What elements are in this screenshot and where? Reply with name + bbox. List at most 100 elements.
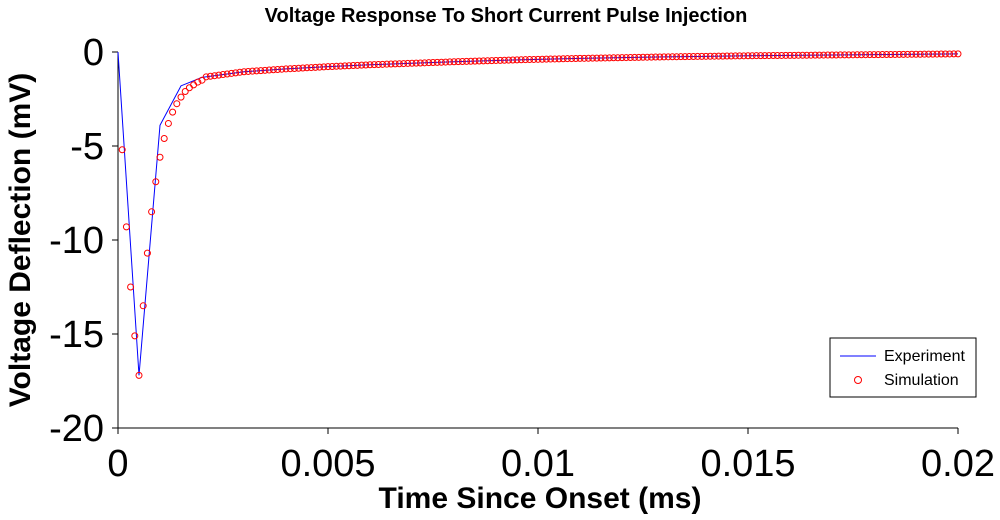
simulation-point (429, 59, 437, 67)
simulation-point (652, 53, 660, 61)
simulation-point (820, 51, 828, 59)
simulation-point (815, 51, 823, 59)
simulation-point (442, 58, 450, 66)
simulation-point (723, 52, 731, 60)
series-simulation (118, 50, 962, 379)
simulation-point (290, 64, 298, 72)
simulation-point (786, 51, 794, 59)
simulation-point (925, 50, 933, 58)
simulation-point (719, 52, 727, 60)
simulation-point (689, 52, 697, 60)
simulation-point (773, 51, 781, 59)
simulation-point (412, 59, 420, 67)
experiment-line (117, 51, 959, 376)
y-tick-label: -20 (49, 408, 104, 450)
simulation-point (568, 55, 576, 63)
simulation-point (295, 64, 303, 72)
simulation-point (223, 70, 231, 78)
simulation-point (358, 61, 366, 69)
simulation-point (274, 65, 282, 73)
simulation-point (303, 64, 311, 72)
simulation-point (824, 51, 832, 59)
simulation-point (811, 51, 819, 59)
simulation-point (656, 53, 664, 61)
simulation-point (769, 52, 777, 60)
x-tick-label: 0.01 (501, 443, 575, 485)
simulation-point (156, 153, 164, 161)
simulation-point (946, 50, 954, 58)
legend-label-experiment: Experiment (884, 348, 965, 365)
simulation-point (899, 50, 907, 58)
simulation-point (895, 50, 903, 58)
simulation-point (727, 52, 735, 60)
simulation-point (492, 56, 500, 64)
simulation-point (866, 51, 874, 59)
simulation-point (265, 66, 273, 74)
simulation-point (643, 53, 651, 61)
x-tick-label: 0.02 (921, 443, 995, 485)
legend-box (829, 337, 977, 398)
legend: Experiment Simulation (829, 337, 977, 398)
simulation-point (803, 51, 811, 59)
simulation-point (122, 223, 130, 231)
simulation-point (941, 50, 949, 58)
simulation-point (790, 51, 798, 59)
simulation-point (891, 50, 899, 58)
simulation-point (185, 84, 193, 92)
simulation-point (362, 61, 370, 69)
simulation-point (248, 67, 256, 75)
x-tick-label: 0.015 (700, 443, 795, 485)
simulation-point (194, 78, 202, 86)
simulation-point (576, 54, 584, 62)
simulation-point (736, 52, 744, 60)
simulation-point (757, 52, 765, 60)
simulation-point (778, 51, 786, 59)
simulation-point (580, 54, 588, 62)
simulation-point (765, 52, 773, 60)
simulation-point (320, 63, 328, 71)
simulation-point (307, 64, 315, 72)
simulation-point (446, 58, 454, 66)
simulation-point (715, 52, 723, 60)
simulation-point (278, 65, 286, 73)
simulation-point (316, 63, 324, 71)
simulation-point (937, 50, 945, 58)
simulation-point (563, 55, 571, 63)
simulation-point (219, 71, 227, 79)
simulation-point (177, 93, 185, 101)
simulation-point (337, 62, 345, 70)
simulation-point (198, 76, 206, 84)
simulation-point (517, 56, 525, 64)
simulation-point (181, 87, 189, 95)
simulation-point (143, 249, 151, 257)
simulation-point (639, 53, 647, 61)
simulation-point (836, 51, 844, 59)
simulation-point (311, 63, 319, 71)
simulation-point (232, 69, 240, 77)
simulation-point (236, 68, 244, 76)
simulation-point (173, 100, 181, 108)
simulation-point (269, 66, 277, 74)
simulation-point (589, 54, 597, 62)
simulation-point (484, 57, 492, 65)
simulation-point (505, 56, 513, 64)
series-experiment (117, 51, 959, 376)
simulation-point (610, 54, 618, 62)
simulation-point (647, 53, 655, 61)
simulation-point (408, 59, 416, 67)
simulation-point (597, 54, 605, 62)
simulation-point (912, 50, 920, 58)
simulation-point (299, 64, 307, 72)
simulation-point (521, 56, 529, 64)
simulation-point (883, 51, 891, 59)
simulation-point (227, 69, 235, 77)
simulation-point (416, 59, 424, 67)
simulation-point (631, 53, 639, 61)
simulation-point (694, 52, 702, 60)
simulation-point (572, 54, 580, 62)
simulation-point (845, 51, 853, 59)
legend-label-simulation: Simulation (884, 372, 959, 389)
simulation-point (807, 51, 815, 59)
simulation-point (954, 50, 962, 58)
